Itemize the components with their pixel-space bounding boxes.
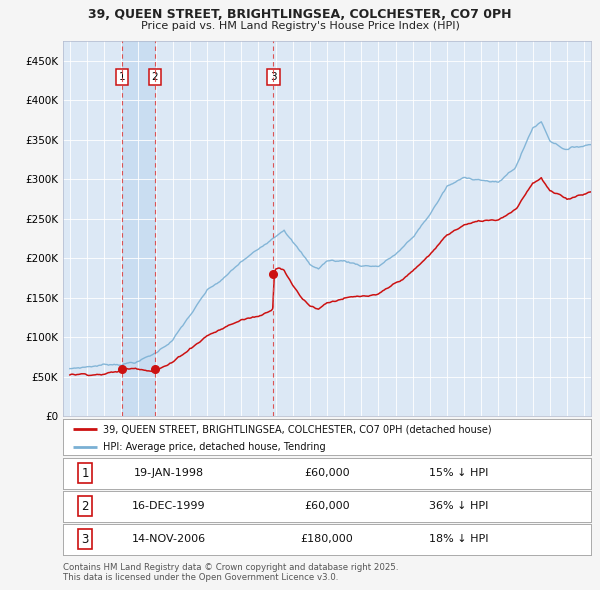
- Text: £180,000: £180,000: [301, 535, 353, 544]
- Text: £60,000: £60,000: [304, 502, 350, 511]
- Text: £60,000: £60,000: [304, 468, 350, 478]
- Text: 39, QUEEN STREET, BRIGHTLINGSEA, COLCHESTER, CO7 0PH: 39, QUEEN STREET, BRIGHTLINGSEA, COLCHES…: [88, 8, 512, 21]
- Text: HPI: Average price, detached house, Tendring: HPI: Average price, detached house, Tend…: [103, 442, 325, 453]
- Bar: [122, 41, 155, 416]
- Text: 18% ↓ HPI: 18% ↓ HPI: [429, 535, 489, 544]
- Text: Contains HM Land Registry data © Crown copyright and database right 2025.
This d: Contains HM Land Registry data © Crown c…: [63, 563, 398, 582]
- Text: 1: 1: [82, 467, 89, 480]
- Text: 15% ↓ HPI: 15% ↓ HPI: [430, 468, 488, 478]
- Text: 39, QUEEN STREET, BRIGHTLINGSEA, COLCHESTER, CO7 0PH (detached house): 39, QUEEN STREET, BRIGHTLINGSEA, COLCHES…: [103, 424, 491, 434]
- Text: 2: 2: [152, 72, 158, 82]
- Text: 36% ↓ HPI: 36% ↓ HPI: [430, 502, 488, 511]
- Text: 1: 1: [119, 72, 125, 82]
- Text: 3: 3: [82, 533, 89, 546]
- Text: Price paid vs. HM Land Registry's House Price Index (HPI): Price paid vs. HM Land Registry's House …: [140, 21, 460, 31]
- Text: 14-NOV-2006: 14-NOV-2006: [131, 535, 206, 544]
- Text: 16-DEC-1999: 16-DEC-1999: [132, 502, 205, 511]
- Text: 2: 2: [82, 500, 89, 513]
- Text: 19-JAN-1998: 19-JAN-1998: [134, 468, 203, 478]
- Text: 3: 3: [270, 72, 277, 82]
